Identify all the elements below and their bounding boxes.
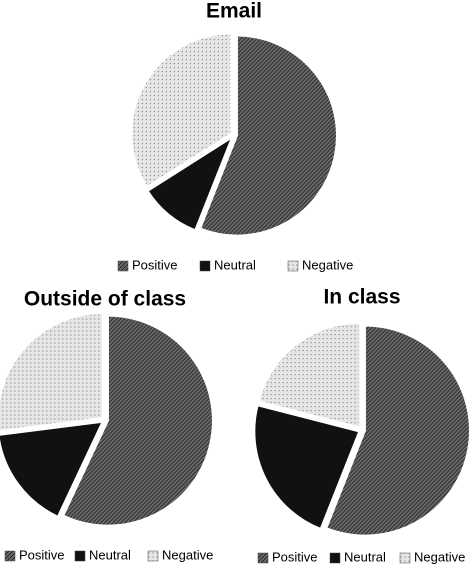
chart-title: Outside of class [24,288,186,311]
chart-title: Email [206,0,262,23]
legend-label: Positive [19,547,65,562]
legend-swatch [74,550,86,562]
legend-swatch [147,550,159,562]
legend-label: Neutral [214,257,256,272]
legend-label: Negative [302,257,353,272]
legend-label: Negative [414,549,465,564]
pie-slice [324,324,469,537]
pie-slice [253,404,361,531]
legend-swatch [329,552,341,564]
legend-label: Positive [132,257,178,272]
legend-swatch [199,260,211,272]
pie-slice [130,32,233,189]
legend-swatch [399,552,411,564]
legend-swatch [287,260,299,272]
legend-label: Positive [272,549,318,564]
chart-title: In class [323,286,400,309]
legend-label: Negative [162,547,213,562]
legend-swatch [117,260,129,272]
pie-slice [146,134,235,232]
pie-slice [257,321,362,429]
legend-swatch [4,550,16,562]
pie-slice [198,34,338,237]
legend-label: Neutral [89,547,131,562]
pie-slice [0,312,104,433]
legend-swatch [257,552,269,564]
pie-slice [0,420,105,519]
pie-slice [61,314,214,527]
legend-label: Neutral [344,549,386,564]
